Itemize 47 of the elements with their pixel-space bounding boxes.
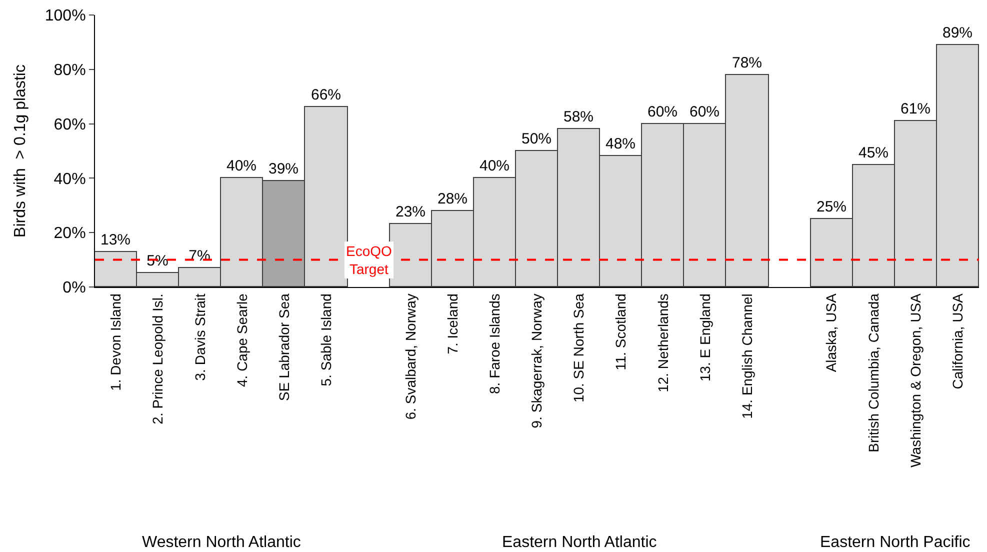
- data-label: 50%: [521, 130, 552, 148]
- text: Eastern North Atlantic: [502, 534, 657, 551]
- x-tick-label: 7. Iceland: [444, 294, 460, 354]
- x-tick-label: 13. E England: [696, 294, 713, 382]
- x-tick-label: 6. Svalbard, Norway: [402, 294, 418, 420]
- x-tick-label: 14. English Channel: [739, 294, 756, 419]
- x-tick-label: 3. Davis Strait: [192, 293, 208, 381]
- x-tick-label: California, USA: [950, 292, 966, 390]
- ref-line-label: EcoQO Target: [346, 243, 392, 278]
- data-label: 78%: [732, 54, 762, 72]
- y-tick-label: 0%: [62, 280, 86, 297]
- y-tick-label: 20%: [54, 225, 86, 242]
- data-label: 13%: [100, 232, 131, 248]
- x-tick-label: 12. Netherlands: [654, 294, 671, 392]
- data-label: 58%: [563, 108, 594, 126]
- x-tick-label: 2. Prince Leopold Isl.: [150, 294, 166, 424]
- x-tick-label: 1. Devon Island: [108, 294, 124, 391]
- data-label: 89%: [942, 24, 973, 42]
- data-label: 25%: [816, 198, 847, 216]
- x-tick-label: 10. SE North Sea: [570, 293, 587, 403]
- y-tick-label: 100%: [44, 8, 86, 25]
- data-label: 40%: [226, 158, 257, 174]
- text: Eastern North Pacific: [820, 534, 970, 551]
- y-axis-title: Birds with > 0.1g plastic: [12, 64, 29, 238]
- text: Western North Atlantic: [142, 534, 301, 551]
- data-label: 61%: [900, 100, 931, 118]
- data-label: 28%: [437, 190, 468, 208]
- x-tick-label: 11. Scotland: [612, 294, 629, 370]
- x-tick-label: British Columbia, Canada: [865, 293, 882, 452]
- data-label: 23%: [395, 204, 426, 220]
- data-label: 48%: [605, 136, 636, 152]
- data-label: 66%: [310, 86, 342, 104]
- data-label: 60%: [647, 104, 678, 120]
- data-label: 40%: [479, 158, 510, 174]
- x-tick-label: Washington & Oregon, USA: [907, 292, 924, 468]
- y-tick-label: 60%: [54, 116, 86, 134]
- x-tick-label: 5. Sable Island: [318, 294, 334, 386]
- data-label: 39%: [268, 160, 299, 178]
- data-label: 60%: [689, 104, 720, 120]
- x-tick-label: Alaska, USA: [823, 292, 840, 372]
- x-tick-label: 9. Skagerrak, Norway: [528, 294, 545, 428]
- y-tick-label: 80%: [54, 62, 86, 79]
- x-tick-label: 8. Faroe Islands: [486, 294, 502, 394]
- data-label: 45%: [858, 144, 889, 162]
- y-tick-label: 40%: [54, 170, 86, 188]
- x-tick-label: 4. Cape Searle: [234, 293, 250, 388]
- x-tick-label: SE Labrador Sea: [276, 293, 292, 402]
